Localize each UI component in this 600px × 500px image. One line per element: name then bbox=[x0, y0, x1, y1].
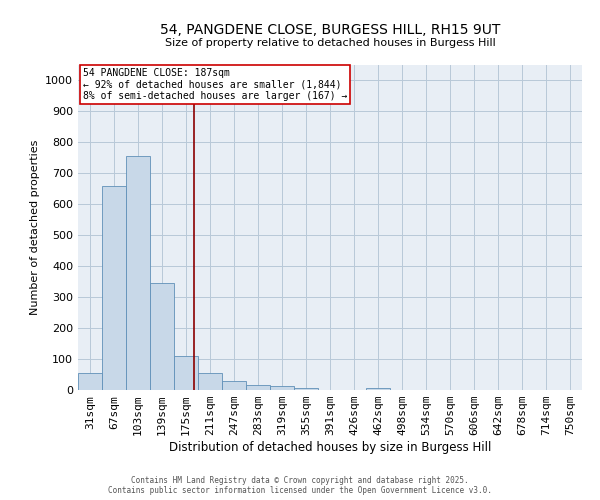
Bar bbox=[78, 373, 102, 390]
Bar bbox=[294, 388, 318, 390]
Y-axis label: Number of detached properties: Number of detached properties bbox=[29, 140, 40, 315]
Text: 54, PANGDENE CLOSE, BURGESS HILL, RH15 9UT: 54, PANGDENE CLOSE, BURGESS HILL, RH15 9… bbox=[160, 22, 500, 36]
Bar bbox=[198, 373, 222, 390]
Bar bbox=[126, 156, 150, 390]
Bar bbox=[222, 380, 246, 390]
Bar bbox=[246, 386, 270, 390]
Text: 54 PANGDENE CLOSE: 187sqm
← 92% of detached houses are smaller (1,844)
8% of sem: 54 PANGDENE CLOSE: 187sqm ← 92% of detac… bbox=[83, 68, 347, 102]
Bar bbox=[102, 186, 126, 390]
Bar bbox=[366, 388, 390, 390]
Bar bbox=[150, 283, 174, 390]
X-axis label: Distribution of detached houses by size in Burgess Hill: Distribution of detached houses by size … bbox=[169, 441, 491, 454]
Bar bbox=[270, 386, 294, 390]
Text: Contains HM Land Registry data © Crown copyright and database right 2025.
Contai: Contains HM Land Registry data © Crown c… bbox=[108, 476, 492, 495]
Bar bbox=[174, 356, 198, 390]
Text: Size of property relative to detached houses in Burgess Hill: Size of property relative to detached ho… bbox=[164, 38, 496, 48]
